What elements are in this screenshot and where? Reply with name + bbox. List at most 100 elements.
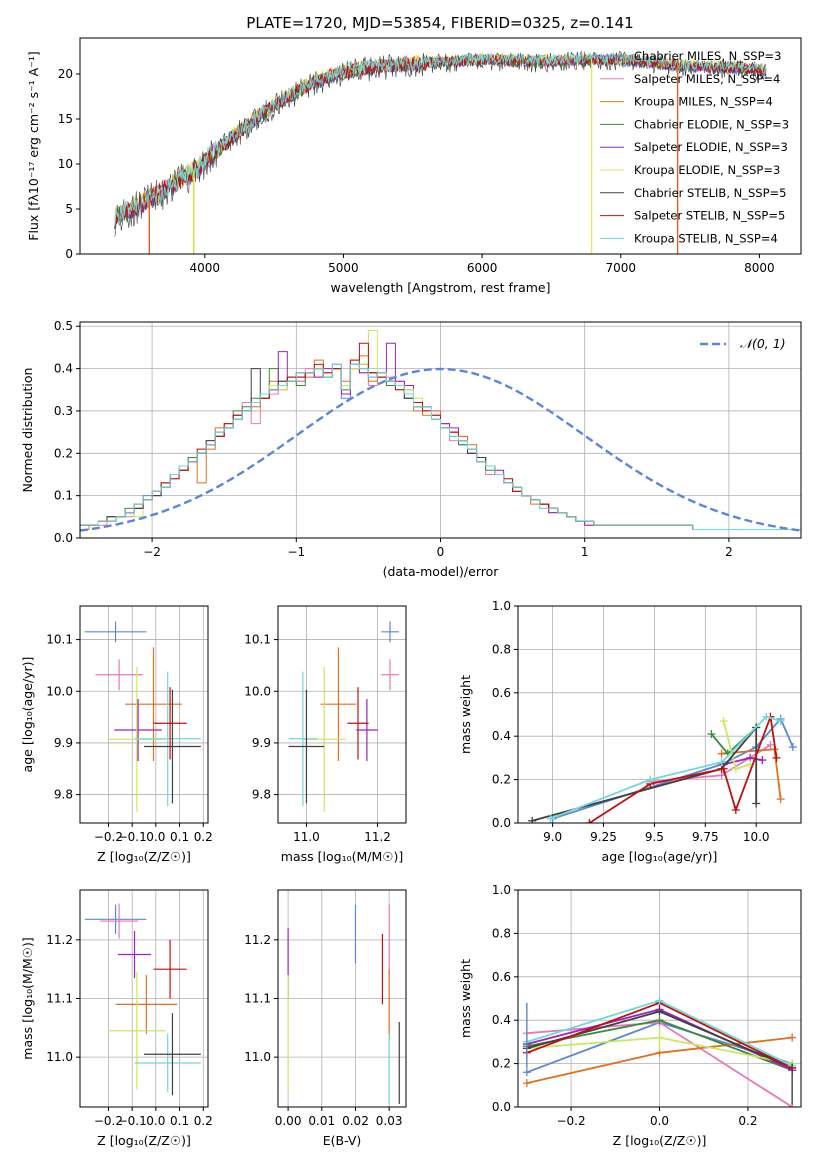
weight-marker: [707, 730, 716, 739]
y-tick-label: 20: [58, 67, 73, 81]
plot-area: [522, 996, 797, 1107]
y-tick-label: 0.5: [54, 319, 73, 333]
axes-frame: [79, 605, 209, 824]
y-tick-label: 11.1: [46, 992, 73, 1006]
x-tick-label: 6000: [467, 261, 498, 275]
y-tick-label: 9.8: [54, 788, 73, 802]
y-tick-label: 11.2: [46, 933, 73, 947]
x-tick-label: 0.03: [376, 1114, 403, 1128]
y-axis-label: mass weight: [458, 675, 473, 754]
x-axis-label: age [log₁₀(age/yr)]: [602, 849, 718, 864]
x-tick-label: 10.0: [743, 830, 770, 844]
weight-marker: [546, 814, 555, 823]
legend-label: Kroupa MILES, N_SSP=4: [634, 95, 773, 109]
y-tick-label: 10.1: [46, 633, 73, 647]
x-tick-label: 0.01: [308, 1114, 335, 1128]
weight-marker: [655, 1007, 664, 1016]
x-tick-label: 0.1: [170, 830, 189, 844]
x-tick-label: 2: [725, 545, 733, 559]
x-axis-label: mass [log₁₀(M/M☉)]: [281, 849, 403, 864]
panel-mass-weight-vs-Z: −0.2 0.0 0.2 0.0 0.2 0.4 0.6 0.8 1.0 Z [log₁₀(Z/Z…: [458, 883, 802, 1148]
axes-frame: [277, 605, 407, 824]
x-tick-label: 0.2: [194, 830, 213, 844]
panel-mass-weight-vs-age: 9.0 9.25 9.5 9.75 10.0 0.0 0.2 0.4 0.6 0.8 1.0 age …: [458, 599, 802, 864]
x-axis-label: (data-model)/error: [383, 564, 500, 579]
x-tick-label: 0.0: [650, 1114, 669, 1128]
axes-frame: [517, 889, 802, 1108]
weight-marker: [762, 712, 771, 721]
weight-marker: [717, 758, 726, 767]
y-tick-label: 0.6: [492, 970, 511, 984]
axes-frame: [79, 37, 802, 255]
legend-label: Salpeter ELODIE, N_SSP=3: [634, 140, 788, 154]
y-tick-label: 0.2: [492, 1057, 511, 1071]
legend-label: Chabrier MILES, N_SSP=3: [634, 49, 781, 63]
legend-label: Salpeter MILES, N_SSP=4: [634, 72, 780, 86]
y-tick-label: 0.8: [492, 926, 511, 940]
y-axis-label: mass [log₁₀(M/M☉)]: [20, 937, 35, 1059]
x-axis-label: Z [log₁₀(Z/Z☉)]: [613, 1133, 707, 1148]
normal-curve: [80, 367, 801, 532]
x-tick-label: 11.2: [364, 830, 391, 844]
x-tick-label: 7000: [605, 261, 636, 275]
axes-frame: [517, 605, 802, 824]
weight-marker: [655, 1016, 664, 1025]
histogram-step: [80, 363, 801, 530]
x-tick-label: 0.2: [194, 1114, 213, 1128]
figure-title: PLATE=1720, MJD=53854, FIBERID=0325, z=0…: [246, 14, 633, 32]
x-tick-label: 1: [581, 545, 589, 559]
y-tick-label: 0: [65, 247, 73, 261]
y-tick-label: 1.0: [492, 883, 511, 897]
y-tick-label: 0.3: [54, 404, 73, 418]
y-axis-label: Normed distribution: [20, 368, 35, 493]
weight-marker: [772, 753, 781, 762]
panel-spectrum: 4000 5000 6000 7000 8000 0 5 10 15 20 wavelength […: [26, 37, 802, 295]
x-axis-label: wavelength [Angstrom, rest frame]: [330, 280, 550, 295]
plot-area: [287, 904, 400, 1105]
y-tick-label: 10: [58, 157, 73, 171]
legend-label: Chabrier ELODIE, N_SSP=3: [634, 117, 789, 131]
y-tick-label: 11.1: [244, 992, 271, 1006]
plot-area: [528, 712, 797, 823]
x-tick-label: 0.0: [146, 830, 165, 844]
y-tick-label: 11.2: [244, 933, 271, 947]
y-axis-label: Flux [fλ10⁻¹⁷ erg cm⁻² s⁻¹ A⁻¹]: [26, 51, 41, 240]
y-tick-label: 0.0: [54, 531, 73, 545]
legend-label: Chabrier STELIB, N_SSP=5: [634, 186, 786, 200]
y-tick-label: 15: [58, 112, 73, 126]
weight-marker: [522, 1079, 531, 1088]
weight-line: [588, 716, 778, 823]
y-tick-label: 5: [65, 202, 73, 216]
y-axis-label: mass weight: [458, 959, 473, 1038]
x-tick-label: −0.2: [94, 1114, 123, 1128]
x-tick-label: −1: [287, 545, 305, 559]
panel-age-vs-mass: 11.0 11.2 9.8 9.9 10.0 10.1 mass [log₁₀(M/M☉)]: [244, 605, 407, 864]
x-tick-label: 0: [437, 545, 445, 559]
y-tick-label: 0.0: [492, 816, 511, 830]
weight-marker: [731, 805, 740, 814]
weight-marker: [766, 740, 775, 749]
weight-marker: [522, 1068, 531, 1077]
y-tick-label: 0.2: [54, 446, 73, 460]
y-tick-label: 10.1: [244, 633, 271, 647]
legend-label: 𝒩(0, 1): [740, 336, 786, 351]
x-tick-label: −2: [143, 545, 161, 559]
weight-marker: [719, 717, 728, 726]
x-tick-label: 9.75: [692, 830, 719, 844]
x-tick-label: 4000: [190, 261, 221, 275]
weight-marker: [776, 717, 785, 726]
y-tick-label: 10.0: [46, 684, 73, 698]
plot-area: [84, 621, 201, 812]
x-tick-label: −0.2: [556, 1114, 585, 1128]
axes-frame: [79, 889, 209, 1108]
weight-marker: [646, 775, 655, 784]
weight-marker: [655, 996, 664, 1005]
spectrum-line: [114, 52, 767, 227]
plot-area: [288, 621, 399, 812]
y-tick-label: 11.0: [46, 1050, 73, 1064]
x-tick-label: 9.0: [543, 830, 562, 844]
y-tick-label: 0.1: [54, 489, 73, 503]
y-tick-label: 1.0: [492, 599, 511, 613]
weight-marker: [585, 819, 594, 823]
